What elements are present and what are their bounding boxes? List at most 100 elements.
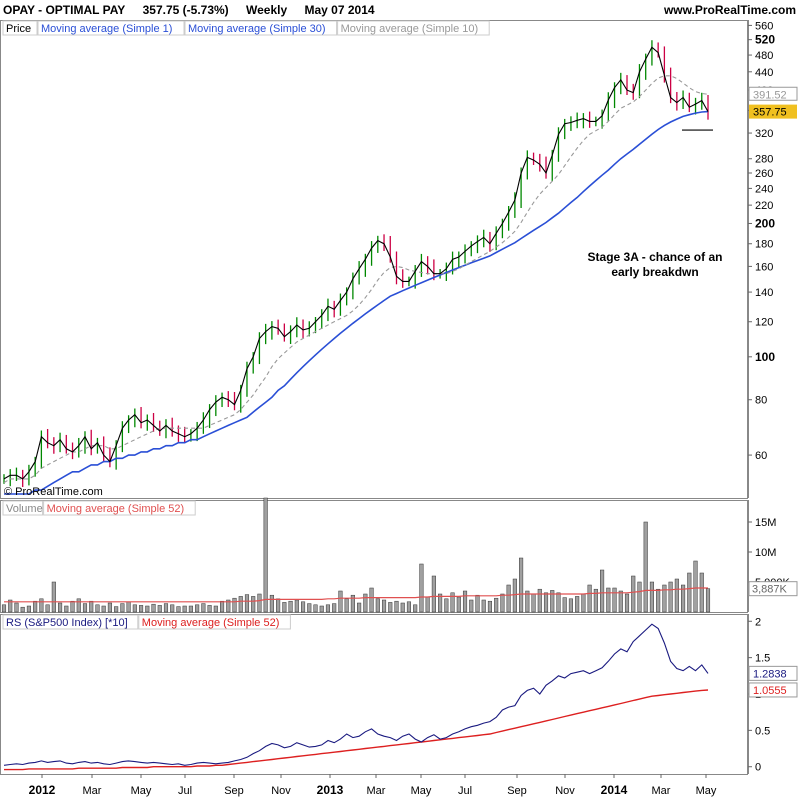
volume-bar bbox=[469, 599, 474, 613]
price-tick-label: 560 bbox=[755, 20, 773, 32]
legend-item: Moving average (Simple 30) bbox=[188, 23, 326, 35]
volume-bar bbox=[369, 587, 374, 613]
ticker-title: OPAY - OPTIMAL PAY bbox=[3, 3, 126, 17]
x-tick-label: 2014 bbox=[601, 783, 628, 797]
price-tick-label: 80 bbox=[755, 395, 767, 407]
volume-bar bbox=[188, 605, 193, 613]
legend-box bbox=[43, 500, 196, 516]
volume-bar bbox=[674, 578, 679, 613]
volume-bar bbox=[139, 605, 144, 613]
volume-bar bbox=[107, 602, 112, 613]
volume-bar bbox=[82, 603, 88, 613]
volume-bar bbox=[325, 604, 331, 613]
volume-bar bbox=[687, 572, 692, 613]
volume-bar bbox=[481, 599, 486, 613]
volume-bar bbox=[537, 588, 542, 613]
price-tick-label: 280 bbox=[755, 154, 773, 166]
volume-bar bbox=[606, 587, 611, 613]
chart-date: May 07 2014 bbox=[304, 3, 375, 17]
rs-tick-label: 2 bbox=[755, 616, 761, 628]
volume-bar bbox=[668, 581, 673, 613]
volume-ma-line bbox=[4, 587, 708, 603]
volume-bar bbox=[637, 581, 642, 613]
price-tick-label: 100 bbox=[755, 350, 775, 364]
legend-item: Price bbox=[6, 23, 31, 35]
price-tick-label: 320 bbox=[755, 128, 773, 140]
x-tick-label: Mar bbox=[367, 785, 386, 797]
volume-bar bbox=[500, 593, 505, 613]
ma10-value-box bbox=[748, 86, 798, 101]
volume-bar bbox=[406, 601, 412, 613]
volume-bar bbox=[58, 602, 63, 613]
legend-item: Moving average (Simple 1) bbox=[41, 23, 172, 35]
rs-line bbox=[3, 623, 709, 766]
legend-box bbox=[184, 20, 338, 36]
volume-bar bbox=[550, 590, 555, 613]
volume-bar bbox=[394, 600, 399, 613]
price-panel-frame bbox=[0, 20, 748, 499]
volume-bar bbox=[431, 575, 436, 613]
legend-item: Moving average (Simple 52) bbox=[142, 617, 280, 629]
volume-bar bbox=[600, 569, 605, 613]
x-axis-labels: 2012 Mar May Jul Sep Nov 2013 Mar May Jul Sep Nov 20… bbox=[0, 774, 748, 797]
x-tick-label: Nov bbox=[271, 785, 291, 797]
volume-axis-labels: 15M10M5,000K bbox=[748, 517, 791, 589]
price-tick-label: 120 bbox=[755, 317, 773, 329]
price-tick-label: 180 bbox=[755, 239, 773, 251]
volume-bar bbox=[332, 603, 337, 613]
annotation-line-1: Stage 3A - chance of an bbox=[588, 250, 723, 264]
volume-bar bbox=[8, 599, 13, 613]
volume-bar bbox=[145, 605, 150, 613]
volume-tick-label: 10M bbox=[755, 547, 776, 559]
volume-bar bbox=[76, 598, 81, 613]
volume-bar bbox=[226, 599, 231, 613]
legend-item: Moving average (Simple 52) bbox=[47, 503, 185, 515]
volume-bar bbox=[95, 604, 100, 613]
volume-bar bbox=[64, 605, 69, 613]
volume-bar bbox=[487, 600, 492, 613]
volume-bar bbox=[649, 581, 654, 613]
volume-bar bbox=[195, 604, 200, 613]
volume-bar bbox=[413, 604, 418, 613]
volume-bar bbox=[251, 596, 256, 613]
volume-bar bbox=[126, 601, 131, 613]
price-bars bbox=[3, 40, 709, 487]
volume-bar bbox=[33, 600, 38, 613]
volume-bar bbox=[276, 598, 281, 613]
legend-item: Volume bbox=[6, 503, 43, 515]
volume-bar bbox=[381, 599, 387, 613]
volume-bar bbox=[39, 598, 44, 613]
volume-bar bbox=[170, 604, 175, 613]
rs-value-label: 1.2838 bbox=[753, 668, 787, 680]
volume-bar bbox=[618, 590, 623, 613]
rs-panel-frame bbox=[0, 614, 748, 775]
price-tick-label: 160 bbox=[755, 261, 773, 273]
legend-box bbox=[37, 20, 185, 36]
annotation-line-2: early breakdwn bbox=[611, 265, 698, 279]
price-legend: Price Moving average (Simple 1) Moving ave… bbox=[2, 20, 490, 36]
volume-bar bbox=[300, 601, 306, 613]
volume-bar bbox=[182, 605, 187, 613]
volume-bar bbox=[512, 578, 517, 613]
rs-ma-value-label: 1.0555 bbox=[753, 685, 787, 697]
price-axis-labels: 5605204804404003603202802602402202001801… bbox=[748, 20, 775, 462]
volume-bar bbox=[120, 603, 125, 613]
volume-bar bbox=[419, 563, 424, 613]
volume-bar bbox=[307, 603, 312, 613]
volume-bar bbox=[693, 560, 698, 613]
volume-bar bbox=[531, 593, 536, 613]
volume-bar bbox=[51, 581, 56, 613]
volume-bar bbox=[89, 600, 94, 613]
site-url: www.ProRealTime.com bbox=[663, 3, 796, 17]
volume-bar bbox=[244, 594, 250, 613]
volume-bar bbox=[450, 592, 455, 613]
volume-bar bbox=[506, 584, 511, 613]
x-tick-label: May bbox=[696, 785, 717, 797]
price-tick-label: 260 bbox=[755, 168, 773, 180]
x-tick-label: 2012 bbox=[29, 783, 56, 797]
volume-bar bbox=[556, 592, 561, 613]
volume-bar bbox=[699, 572, 704, 613]
volume-bar bbox=[357, 602, 362, 613]
volume-bar bbox=[456, 596, 461, 613]
